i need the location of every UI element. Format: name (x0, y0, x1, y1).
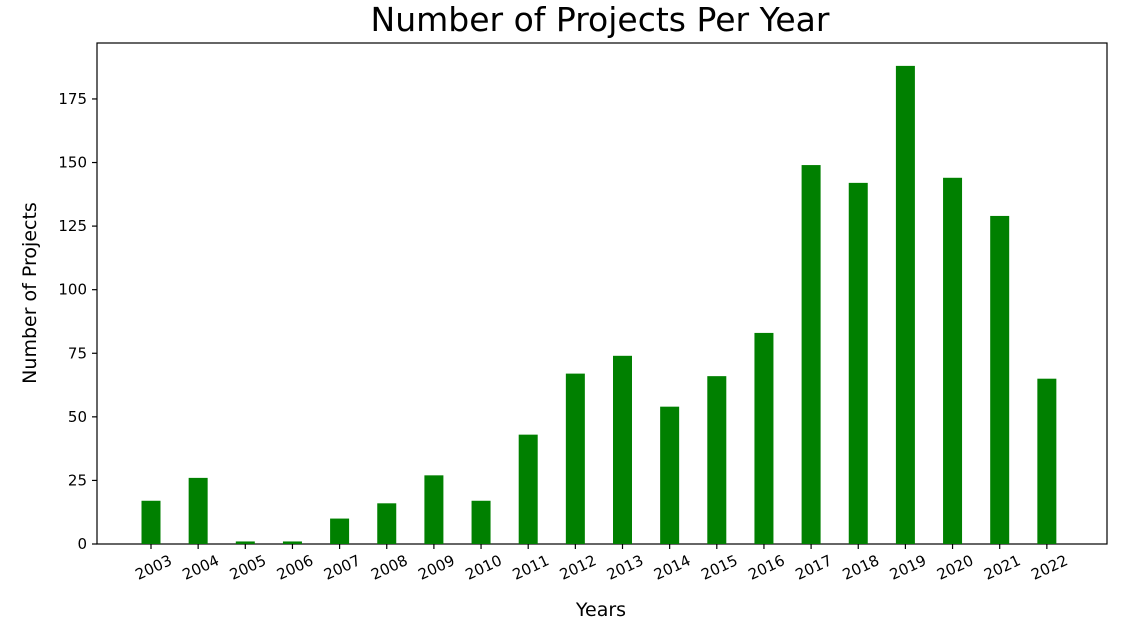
x-tick-label: 2007 (321, 551, 363, 583)
x-tick-label: 2014 (651, 551, 693, 583)
bar-2013 (613, 355, 632, 544)
y-axis-label: Number of Projects (19, 202, 41, 384)
bar-2010 (471, 500, 491, 544)
y-tick-label: 75 (68, 344, 87, 362)
bar-2012 (565, 373, 585, 544)
y-tick-label: 50 (68, 408, 87, 426)
bar-2003 (141, 500, 161, 544)
x-tick-label: 2019 (887, 551, 929, 583)
x-tick-label: 2013 (604, 551, 646, 583)
x-tick-label: 2021 (981, 551, 1023, 583)
bar-2011 (518, 434, 538, 544)
y-tick-label: 0 (77, 535, 87, 553)
bar-2015 (707, 376, 727, 544)
x-tick-label: 2010 (463, 551, 505, 583)
y-axis: 0 25 50 75 100 125 150 175 (58, 90, 97, 553)
x-axis-label: Years (575, 599, 626, 621)
bar-2020 (943, 177, 963, 544)
x-tick-label: 2015 (698, 551, 740, 583)
x-tick-label: 2018 (840, 551, 882, 583)
bar-2005 (235, 541, 255, 544)
y-tick-label: 25 (68, 471, 87, 489)
bar-2014 (660, 406, 680, 544)
bar-2006 (282, 541, 302, 544)
bar-2021 (990, 215, 1010, 544)
x-tick-label: 2011 (510, 551, 552, 583)
bar-2004 (188, 477, 208, 544)
x-tick-label: 2003 (132, 551, 174, 583)
x-tick-label: 2006 (274, 551, 316, 583)
bar-2007 (330, 518, 350, 544)
x-tick-label: 2008 (368, 551, 410, 583)
bar-2017 (801, 165, 821, 545)
x-tick-label: 2017 (793, 551, 835, 583)
x-axis: 2003 2004 2005 2006 2007 2008 2009 2010 2011 2012… (132, 544, 1071, 584)
bar-2016 (754, 332, 774, 544)
chart-title: Number of Projects Per Year (371, 0, 830, 39)
bar-2019 (895, 65, 915, 544)
bar-2009 (424, 475, 444, 544)
x-tick-label: 2012 (557, 551, 599, 583)
bar-2022 (1037, 378, 1057, 544)
x-tick-label: 2005 (227, 551, 269, 583)
bars-group (141, 65, 1057, 545)
y-tick-label: 175 (58, 90, 87, 108)
bar-2008 (377, 503, 397, 544)
x-tick-label: 2022 (1028, 551, 1070, 583)
y-tick-label: 150 (58, 154, 87, 172)
x-tick-label: 2016 (745, 551, 787, 583)
bar-2018 (848, 182, 868, 544)
x-tick-label: 2009 (415, 551, 457, 583)
y-tick-label: 125 (58, 217, 87, 235)
x-tick-label: 2020 (934, 551, 976, 583)
plot-frame (96, 42, 1108, 545)
x-tick-label: 2004 (180, 551, 222, 583)
y-tick-label: 100 (58, 281, 87, 299)
